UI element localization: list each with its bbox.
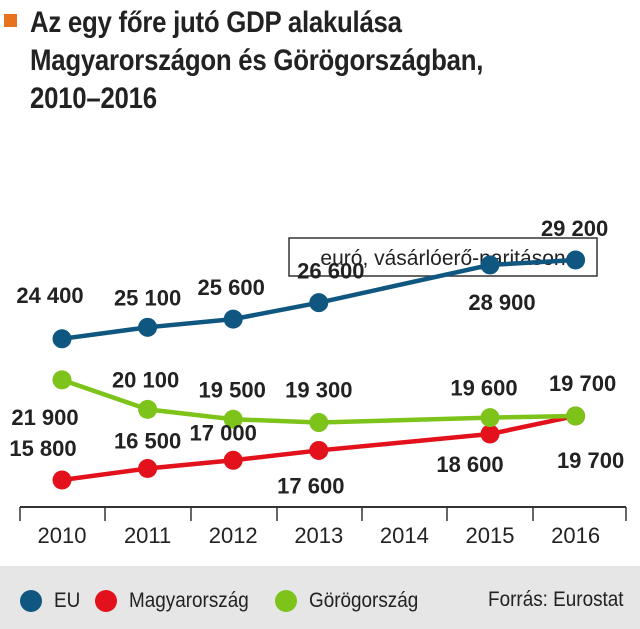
greece-series-data-label: 19 300	[285, 378, 352, 403]
legend-marker-eu	[20, 590, 42, 612]
legend-footer: EU Magyarország Görögország Forrás: Euro…	[0, 566, 640, 629]
eu-series-point	[52, 329, 72, 349]
eu-series-point	[309, 293, 329, 313]
hungary-series-data-label: 19 700	[557, 448, 624, 473]
eu-series-line	[59, 257, 578, 342]
legend-marker-greece	[275, 590, 297, 612]
title-line-3: 2010–2016	[30, 82, 157, 115]
x-tick-label: 2014	[380, 523, 429, 548]
greece-series-data-label: 19 700	[549, 371, 616, 396]
hungary-series-data-label: 17 600	[277, 473, 344, 498]
greece-series-point	[138, 399, 158, 419]
title-line-2: Magyarországon és Görögországban,	[30, 44, 484, 77]
greece-series-data-label: 19 600	[450, 376, 517, 401]
legend-item-greece: Görögország	[275, 589, 430, 613]
x-tick-label: 2010	[38, 523, 87, 548]
eu-series-data-label: 25 100	[114, 285, 181, 310]
greece-series-point	[309, 413, 329, 433]
hungary-series-point	[480, 424, 500, 444]
accent-square	[4, 14, 17, 27]
greece-series-line	[59, 377, 578, 425]
source-note: Forrás: Eurostat	[488, 588, 624, 611]
greece-series-point	[52, 370, 72, 390]
x-tick-label: 2016	[551, 523, 600, 548]
eu-series-data-label: 26 600	[297, 259, 364, 284]
eu-series-data-label: 25 600	[198, 275, 265, 300]
greece-series-point	[223, 409, 243, 429]
hungary-series-data-label: 17 000	[190, 420, 257, 445]
greece-series-data-label: 20 100	[112, 367, 179, 392]
greece-series-point	[566, 406, 586, 426]
greece-series-data-label: 19 500	[199, 377, 266, 402]
chart-title: Az egy főre jutó GDP alakulása Magyarors…	[30, 4, 632, 118]
eu-series-data-label: 29 200	[541, 216, 608, 241]
legend-label-greece: Görögország	[309, 589, 419, 612]
x-tick-label: 2011	[124, 523, 171, 548]
greece-series-data-label: 21 900	[11, 405, 78, 430]
title-line-1: Az egy főre jutó GDP alakulása	[30, 6, 402, 39]
eu-series-point	[138, 317, 158, 337]
hungary-series-line	[59, 413, 578, 483]
legend-label-eu: EU	[54, 589, 81, 612]
hungary-series-point	[309, 440, 329, 460]
legend-item-eu: EU	[20, 589, 83, 613]
hungary-series-data-label: 16 500	[114, 429, 181, 454]
greece-series-point	[480, 408, 500, 428]
x-tick-label: 2012	[209, 523, 258, 548]
hungary-series-point	[138, 459, 158, 479]
eu-series-data-label: 28 900	[468, 290, 535, 315]
eu-series-point	[480, 255, 500, 275]
eu-series-point	[566, 250, 586, 270]
legend-marker-hungary	[95, 590, 117, 612]
legend-item-hungary: Magyarország	[95, 589, 262, 613]
eu-series-point	[223, 309, 243, 329]
x-tick-label: 2013	[294, 523, 343, 548]
legend-label-hungary: Magyarország	[129, 589, 249, 612]
hungary-series-data-label: 18 600	[436, 452, 503, 477]
hungary-series-point	[52, 470, 72, 490]
x-tick-label: 2015	[466, 523, 515, 548]
eu-series-data-label: 24 400	[16, 283, 83, 308]
hungary-series-data-label: 15 800	[9, 436, 76, 461]
hungary-series-point	[223, 450, 243, 470]
